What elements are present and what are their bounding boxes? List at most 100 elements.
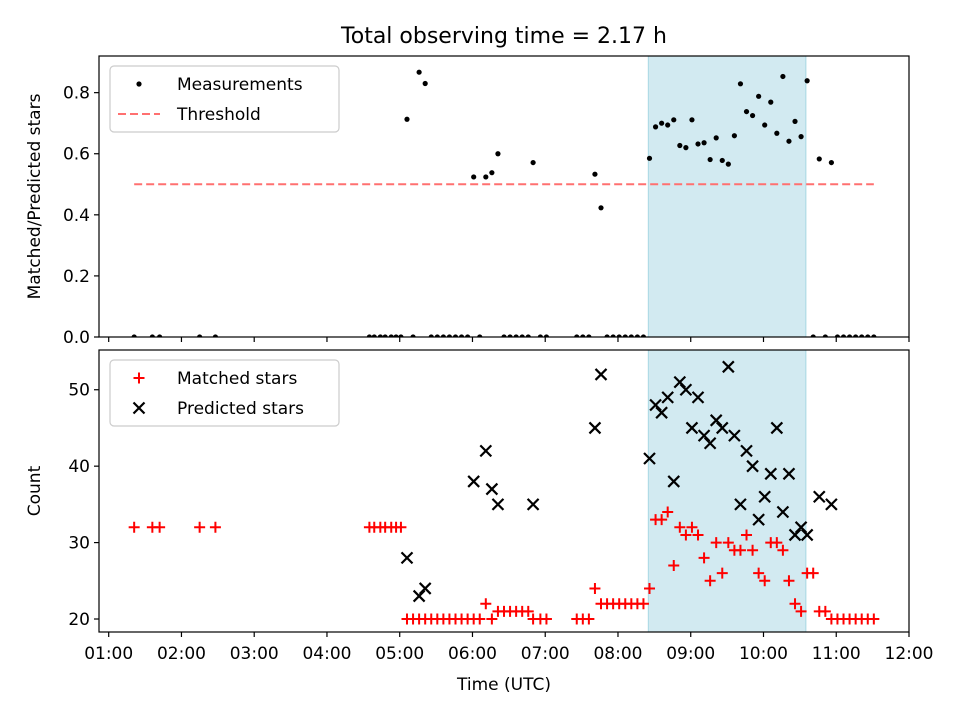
measurements-point (507, 334, 513, 337)
y-tick-label: 0.8 (63, 84, 90, 104)
predicted-stars-point (673, 375, 687, 389)
measurements-point (731, 133, 737, 139)
predicted-stars-point (746, 459, 759, 473)
predicted-stars-point (782, 467, 796, 481)
measurements-point (646, 155, 653, 161)
measurements-point (382, 334, 388, 337)
y-tick-label: 0.2 (63, 267, 90, 287)
measurements-point (683, 145, 689, 151)
predicted-stars-point (770, 421, 784, 435)
predicted-stars-point (412, 589, 426, 603)
measurements-point (628, 334, 634, 337)
measurements-point (157, 334, 163, 337)
axes-frame (98, 349, 910, 633)
measurements-point (834, 334, 841, 337)
matched-stars-point (583, 613, 595, 625)
predicted-stars-point (812, 490, 826, 504)
measurements-point (756, 93, 762, 99)
measurements-point (762, 122, 768, 128)
predicted-stars-point (703, 436, 717, 450)
measurements-point (749, 112, 756, 119)
matched-stars-point (656, 514, 668, 526)
x-tick-label: 11:00 (812, 644, 861, 664)
measurements-point (598, 205, 604, 211)
matched-stars-point (395, 521, 407, 533)
measurements-point (574, 334, 580, 337)
matched-stars-point (759, 575, 771, 587)
measurements-point (871, 334, 877, 337)
measurements-point (489, 170, 495, 176)
predicted-stars-point (728, 429, 741, 442)
x-tick-label: 01:00 (84, 644, 133, 664)
measurements-point (810, 334, 816, 337)
matched-stars-point (783, 575, 795, 587)
measurements-point (652, 124, 659, 130)
predicted-stars-point (715, 421, 729, 435)
axes-frame (98, 55, 910, 338)
predicted-stars-point (667, 475, 681, 488)
measurements-point (634, 334, 640, 337)
legend-label: Predicted stars (177, 399, 304, 419)
observing-window-span (647, 55, 807, 338)
measurements-point (428, 334, 434, 337)
y-tick-label: 0.0 (63, 328, 90, 348)
x-tick-label: 08:00 (593, 644, 642, 664)
measurements-point (780, 73, 786, 80)
measurements-point (701, 140, 707, 146)
measurements-point (212, 334, 219, 337)
measurements-point (640, 334, 647, 337)
measurements-point (719, 157, 725, 164)
legend-marker (132, 401, 146, 415)
x-tick-label: 02:00 (157, 644, 206, 664)
measurements-point (737, 81, 744, 87)
measurements-point (816, 156, 822, 162)
measurements-point (501, 334, 507, 337)
measurements-point (828, 159, 834, 166)
measurements-point (792, 118, 798, 124)
matched-stars-point (474, 613, 486, 625)
measurements-point (530, 159, 536, 166)
matched-stars-point (194, 521, 206, 533)
measurements-point (513, 334, 519, 337)
measurements-point (440, 334, 446, 337)
y-tick-label: 50 (68, 381, 90, 401)
legend-marker (136, 81, 142, 87)
measurements-point (665, 122, 671, 128)
measurements-point (366, 334, 373, 337)
measurements-point (416, 69, 422, 75)
matched-stars-point (710, 537, 722, 549)
predicted-stars-point (491, 498, 505, 511)
measurements-point (853, 334, 859, 337)
matched-stars-point (540, 613, 552, 625)
matched-stars-point (771, 537, 783, 549)
measurements-point (197, 334, 203, 337)
predicted-stars-point (764, 467, 778, 481)
x-tick-label: 05:00 (375, 644, 424, 664)
measurements-point (659, 120, 665, 126)
measurements-point (725, 161, 731, 167)
x-tick-label: 09:00 (666, 644, 715, 664)
legend-box (109, 359, 340, 427)
x-tick-label: 12:00 (885, 644, 934, 664)
ratio-panel: 0.0 0.2 0.4 0.6 0.8 Matched/Predicted stars Me… (25, 55, 910, 348)
predicted-stars-point (740, 444, 753, 458)
measurements-point (786, 138, 792, 144)
predicted-stars-point (485, 482, 499, 496)
matched-stars-point (807, 567, 819, 579)
measurements-point (580, 334, 586, 337)
measurements-point (519, 334, 525, 337)
matched-stars-point (154, 521, 166, 533)
measurements-point (804, 78, 810, 84)
measurements-point (388, 334, 394, 337)
measurements-point (622, 334, 628, 337)
measurements-point (525, 334, 531, 337)
legend: Measurements Threshold (109, 65, 340, 133)
measurements-point (371, 334, 377, 337)
matched-stars-point (680, 529, 692, 541)
y-axis-label: Matched/Predicted stars (25, 93, 45, 299)
predicted-stars-point (526, 498, 540, 511)
predicted-stars-point (709, 414, 723, 427)
measurements-point (695, 141, 701, 147)
matched-stars-point (704, 575, 716, 587)
